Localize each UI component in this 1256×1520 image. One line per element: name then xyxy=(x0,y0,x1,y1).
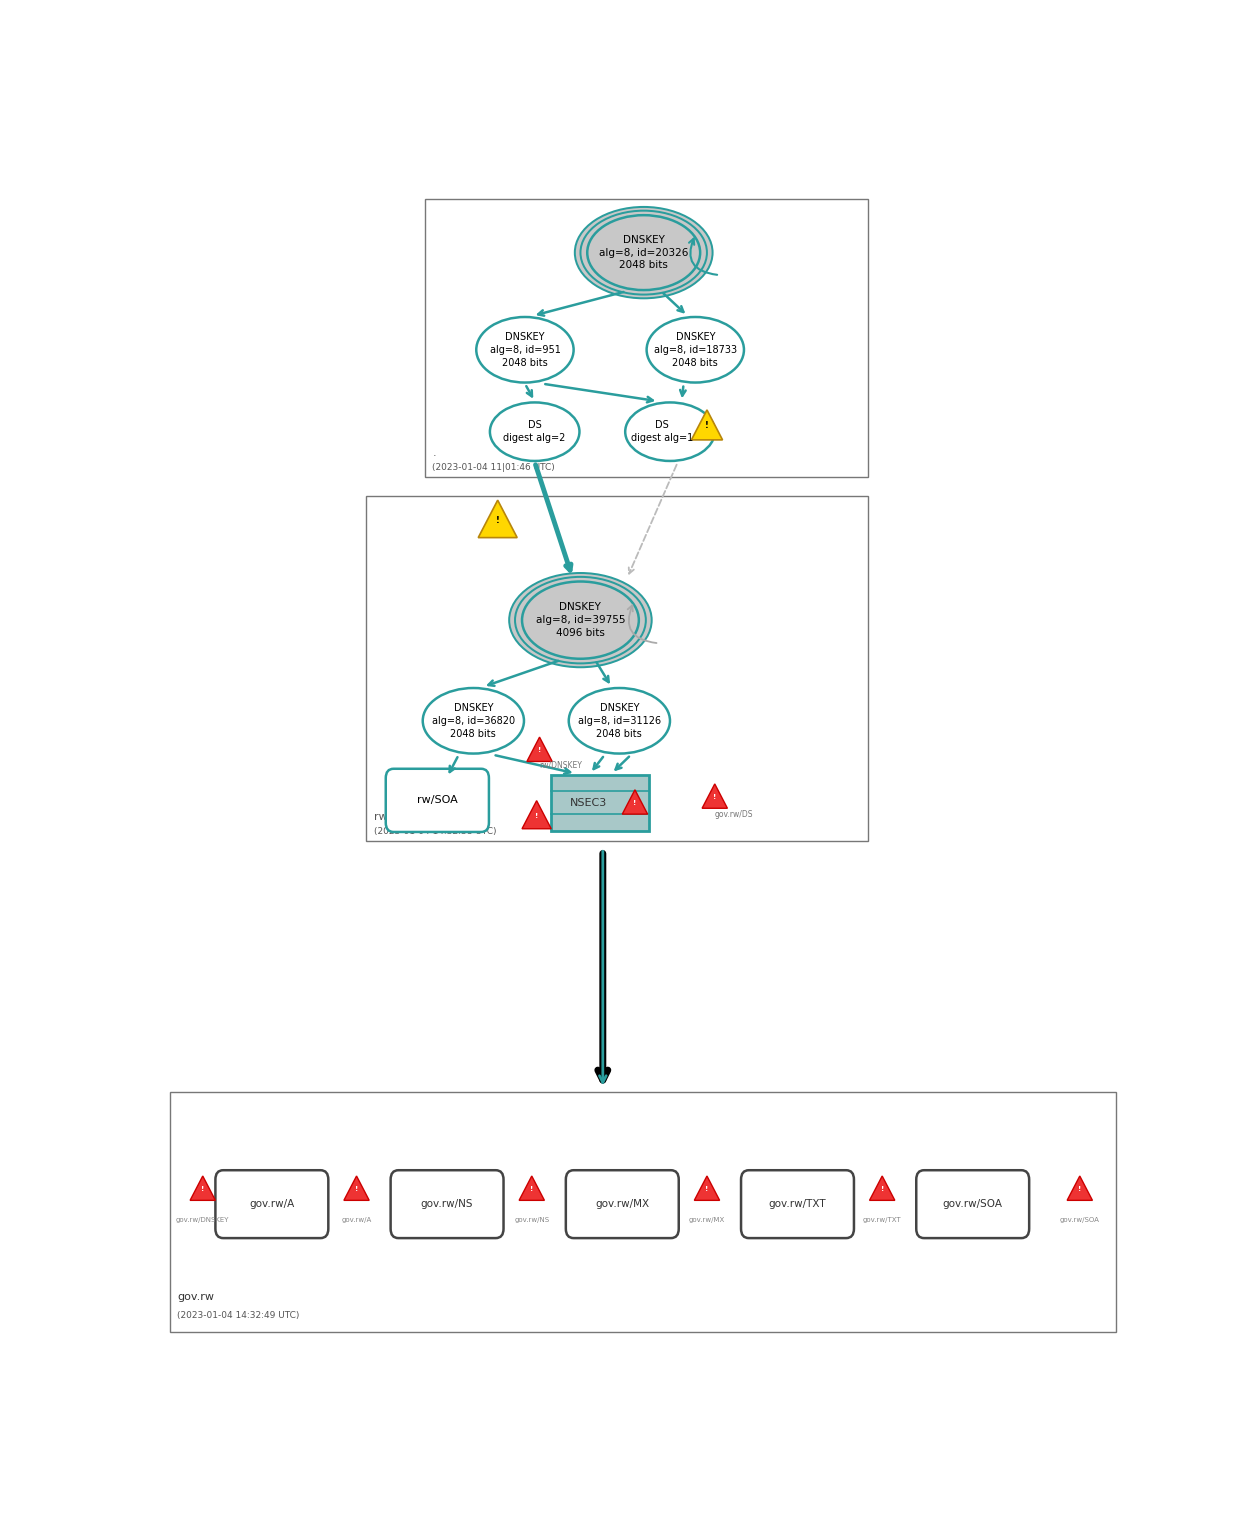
Text: gov.rw/A: gov.rw/A xyxy=(342,1216,372,1222)
Text: gov.rw/TXT: gov.rw/TXT xyxy=(769,1199,826,1208)
Ellipse shape xyxy=(569,689,669,754)
Ellipse shape xyxy=(509,573,652,667)
Polygon shape xyxy=(695,1176,720,1201)
FancyBboxPatch shape xyxy=(741,1170,854,1239)
Ellipse shape xyxy=(575,207,712,298)
Ellipse shape xyxy=(423,689,524,754)
Text: rw/DNSKEY: rw/DNSKEY xyxy=(540,760,583,769)
Text: DS
digest alg=2: DS digest alg=2 xyxy=(504,421,566,444)
FancyBboxPatch shape xyxy=(367,496,868,842)
Text: gov.rw/DS: gov.rw/DS xyxy=(715,810,754,819)
FancyBboxPatch shape xyxy=(565,1170,678,1239)
Text: !: ! xyxy=(633,800,637,806)
Text: DNSKEY
alg=8, id=36820
2048 bits: DNSKEY alg=8, id=36820 2048 bits xyxy=(432,702,515,739)
Text: !: ! xyxy=(201,1186,205,1192)
Ellipse shape xyxy=(476,318,574,383)
Polygon shape xyxy=(691,410,722,439)
FancyBboxPatch shape xyxy=(551,775,648,831)
FancyBboxPatch shape xyxy=(391,1170,504,1239)
Polygon shape xyxy=(519,1176,544,1201)
Ellipse shape xyxy=(588,216,700,290)
Text: gov.rw/MX: gov.rw/MX xyxy=(595,1199,649,1208)
Text: gov.rw/A: gov.rw/A xyxy=(249,1199,294,1208)
Text: gov.rw/SOA: gov.rw/SOA xyxy=(1060,1216,1100,1222)
FancyBboxPatch shape xyxy=(170,1091,1115,1332)
Polygon shape xyxy=(479,500,517,538)
Text: DS
digest alg=1: DS digest alg=1 xyxy=(631,421,693,444)
FancyBboxPatch shape xyxy=(216,1170,328,1239)
Ellipse shape xyxy=(625,403,715,461)
Text: gov.rw/MX: gov.rw/MX xyxy=(688,1216,725,1222)
Text: DNSKEY
alg=8, id=31126
2048 bits: DNSKEY alg=8, id=31126 2048 bits xyxy=(578,702,661,739)
Text: gov.rw/NS: gov.rw/NS xyxy=(421,1199,474,1208)
Polygon shape xyxy=(190,1176,216,1201)
FancyBboxPatch shape xyxy=(386,769,489,831)
Text: (2023-01-04 14:32:49 UTC): (2023-01-04 14:32:49 UTC) xyxy=(177,1310,300,1319)
Text: gov.rw/TXT: gov.rw/TXT xyxy=(863,1216,902,1222)
Polygon shape xyxy=(522,801,551,828)
Text: rw: rw xyxy=(374,812,388,822)
Text: !: ! xyxy=(705,421,708,430)
Text: !: ! xyxy=(496,515,500,524)
Text: !: ! xyxy=(1078,1186,1081,1192)
Polygon shape xyxy=(1068,1176,1093,1201)
FancyBboxPatch shape xyxy=(425,199,868,477)
FancyBboxPatch shape xyxy=(917,1170,1029,1239)
Ellipse shape xyxy=(647,318,744,383)
Polygon shape xyxy=(622,790,648,815)
Text: gov.rw/NS: gov.rw/NS xyxy=(514,1216,549,1222)
Polygon shape xyxy=(528,737,553,762)
Text: gov.rw: gov.rw xyxy=(177,1292,215,1303)
Text: !: ! xyxy=(538,746,541,752)
Text: gov.rw/DNSKEY: gov.rw/DNSKEY xyxy=(176,1216,230,1222)
Text: DNSKEY
alg=8, id=18733
2048 bits: DNSKEY alg=8, id=18733 2048 bits xyxy=(653,331,737,368)
Text: DNSKEY
alg=8, id=951
2048 bits: DNSKEY alg=8, id=951 2048 bits xyxy=(490,331,560,368)
Text: !: ! xyxy=(880,1186,884,1192)
Text: !: ! xyxy=(355,1186,358,1192)
Polygon shape xyxy=(344,1176,369,1201)
Text: (2023-01-04 14:32:38 UTC): (2023-01-04 14:32:38 UTC) xyxy=(374,827,496,836)
Text: gov.rw/SOA: gov.rw/SOA xyxy=(943,1199,1002,1208)
Text: .: . xyxy=(432,448,436,458)
Text: rw/SOA: rw/SOA xyxy=(417,795,457,806)
Ellipse shape xyxy=(490,403,579,461)
Text: (2023-01-04 11|01:46 UTC): (2023-01-04 11|01:46 UTC) xyxy=(432,464,555,473)
Ellipse shape xyxy=(580,211,707,295)
Text: DNSKEY
alg=8, id=39755
4096 bits: DNSKEY alg=8, id=39755 4096 bits xyxy=(535,602,625,638)
Text: NSEC3: NSEC3 xyxy=(569,798,607,807)
Text: DNSKEY
alg=8, id=20326
2048 bits: DNSKEY alg=8, id=20326 2048 bits xyxy=(599,234,688,271)
Text: !: ! xyxy=(530,1186,534,1192)
Text: !: ! xyxy=(706,1186,708,1192)
Polygon shape xyxy=(869,1176,894,1201)
Ellipse shape xyxy=(515,578,646,663)
Polygon shape xyxy=(702,784,727,809)
Ellipse shape xyxy=(522,582,639,658)
Text: !: ! xyxy=(535,813,539,819)
Text: !: ! xyxy=(713,793,716,800)
